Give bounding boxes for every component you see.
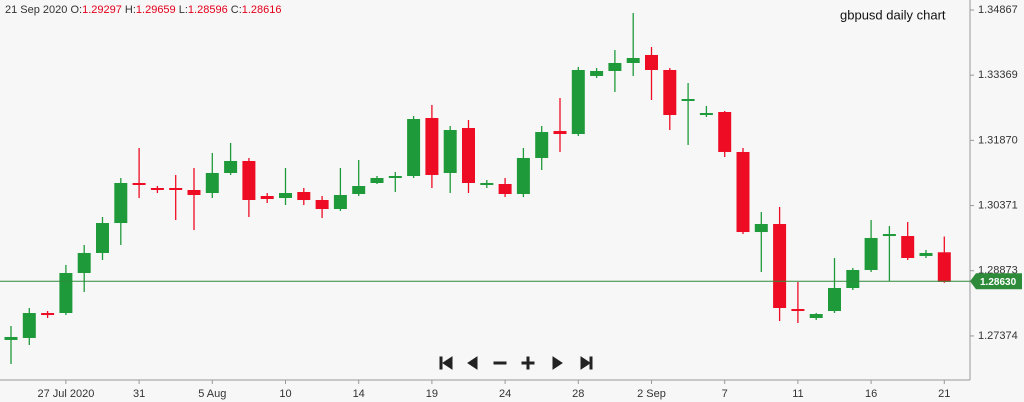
nav-prev[interactable] (467, 356, 478, 370)
candle-body (443, 130, 457, 173)
candle-body (150, 187, 164, 190)
close-value: 1.28616 (242, 4, 282, 16)
candle-body (187, 190, 201, 196)
x-tick-label: 28 (572, 388, 584, 400)
candle-body (828, 288, 841, 312)
candle-body (718, 112, 732, 152)
y-tick-label: 1.33369 (978, 69, 1018, 81)
candle-body (462, 128, 475, 183)
candle-body (297, 192, 311, 201)
candle-body (864, 237, 878, 270)
candle-body (41, 313, 55, 316)
nav-next[interactable] (552, 356, 563, 370)
candle-body (388, 175, 402, 178)
candle-body (205, 172, 219, 194)
candle-body (553, 131, 567, 135)
nav-last[interactable] (580, 356, 593, 370)
high-label: H: (125, 4, 136, 16)
candle-body (516, 157, 530, 195)
candle-body (169, 187, 183, 190)
nav-zoom-in[interactable] (521, 356, 535, 370)
low-value: 1.28596 (188, 4, 228, 16)
navigation (439, 356, 593, 370)
candle-body (919, 252, 933, 256)
x-tick-label: 24 (499, 388, 511, 400)
header-date: 21 Sep 2020 (5, 4, 67, 16)
close-label: C: (231, 4, 242, 16)
candle-body (352, 185, 366, 195)
candle-body (59, 272, 73, 314)
candle-body (224, 160, 238, 173)
chart-title: gbpusd daily chart (840, 7, 946, 22)
x-tick-label: 11 (792, 388, 803, 400)
low-label: L: (179, 4, 188, 16)
x-tick-label: 27 Jul 2020 (37, 388, 94, 400)
candle-body (114, 182, 128, 224)
candle-body (846, 269, 860, 289)
candle-body (645, 54, 658, 70)
ohlc-header: 21 Sep 2020 O:1.29297 H:1.29659 L:1.2859… (5, 4, 282, 16)
candle-body (699, 113, 713, 116)
x-tick-label: 14 (353, 388, 365, 400)
candle-body (77, 252, 91, 273)
y-tick-label: 1.31870 (978, 134, 1018, 146)
x-tick-label: 16 (865, 388, 877, 400)
nav-zoom-out[interactable] (493, 361, 507, 365)
candle-body (809, 314, 823, 319)
candle-body (242, 160, 256, 201)
candle-body (590, 70, 604, 76)
x-tick-label: 5 Aug (198, 388, 226, 400)
last-price-label: 1.28630 (980, 277, 1017, 288)
candle-body (498, 183, 512, 195)
open-value: 1.29297 (82, 4, 122, 16)
y-tick-label: 1.27374 (978, 330, 1018, 342)
last-price-tag (970, 273, 1022, 290)
candle-body (407, 119, 421, 176)
high-value: 1.29659 (136, 4, 176, 16)
nav-first[interactable] (439, 356, 453, 370)
candle-body (791, 309, 805, 312)
candle-body (96, 223, 109, 253)
x-tick-label: 10 (279, 388, 291, 400)
candle-body (132, 182, 146, 185)
candle-body (882, 234, 896, 237)
candle-body (663, 69, 677, 116)
candle-body (571, 69, 585, 135)
candle-body (773, 224, 787, 309)
open-label: O: (70, 4, 82, 16)
x-tick-label: 2 Sep (637, 388, 666, 400)
candle-body (4, 336, 18, 340)
x-tick-label: 7 (722, 388, 728, 400)
candle-body (260, 196, 274, 200)
candle-body (901, 236, 915, 258)
candle-body (535, 132, 549, 158)
candle-body (279, 193, 292, 199)
y-tick-label: 1.34867 (978, 4, 1018, 16)
candle-body (315, 200, 329, 210)
candle-body (608, 62, 622, 71)
candle-body (370, 177, 384, 183)
x-tick-label: 31 (133, 388, 145, 400)
candle-body (333, 195, 347, 210)
candle-body (681, 99, 695, 102)
candle-body (22, 313, 36, 338)
candle-body (626, 57, 640, 63)
candle-body (937, 252, 951, 282)
x-tick-label: 19 (426, 388, 438, 400)
y-tick-label: 1.30371 (978, 199, 1018, 211)
candle-body (425, 118, 439, 175)
candle-body (480, 182, 494, 185)
candle-body (754, 224, 768, 233)
x-tick-label: 21 (938, 388, 950, 400)
candle-body (736, 151, 750, 233)
